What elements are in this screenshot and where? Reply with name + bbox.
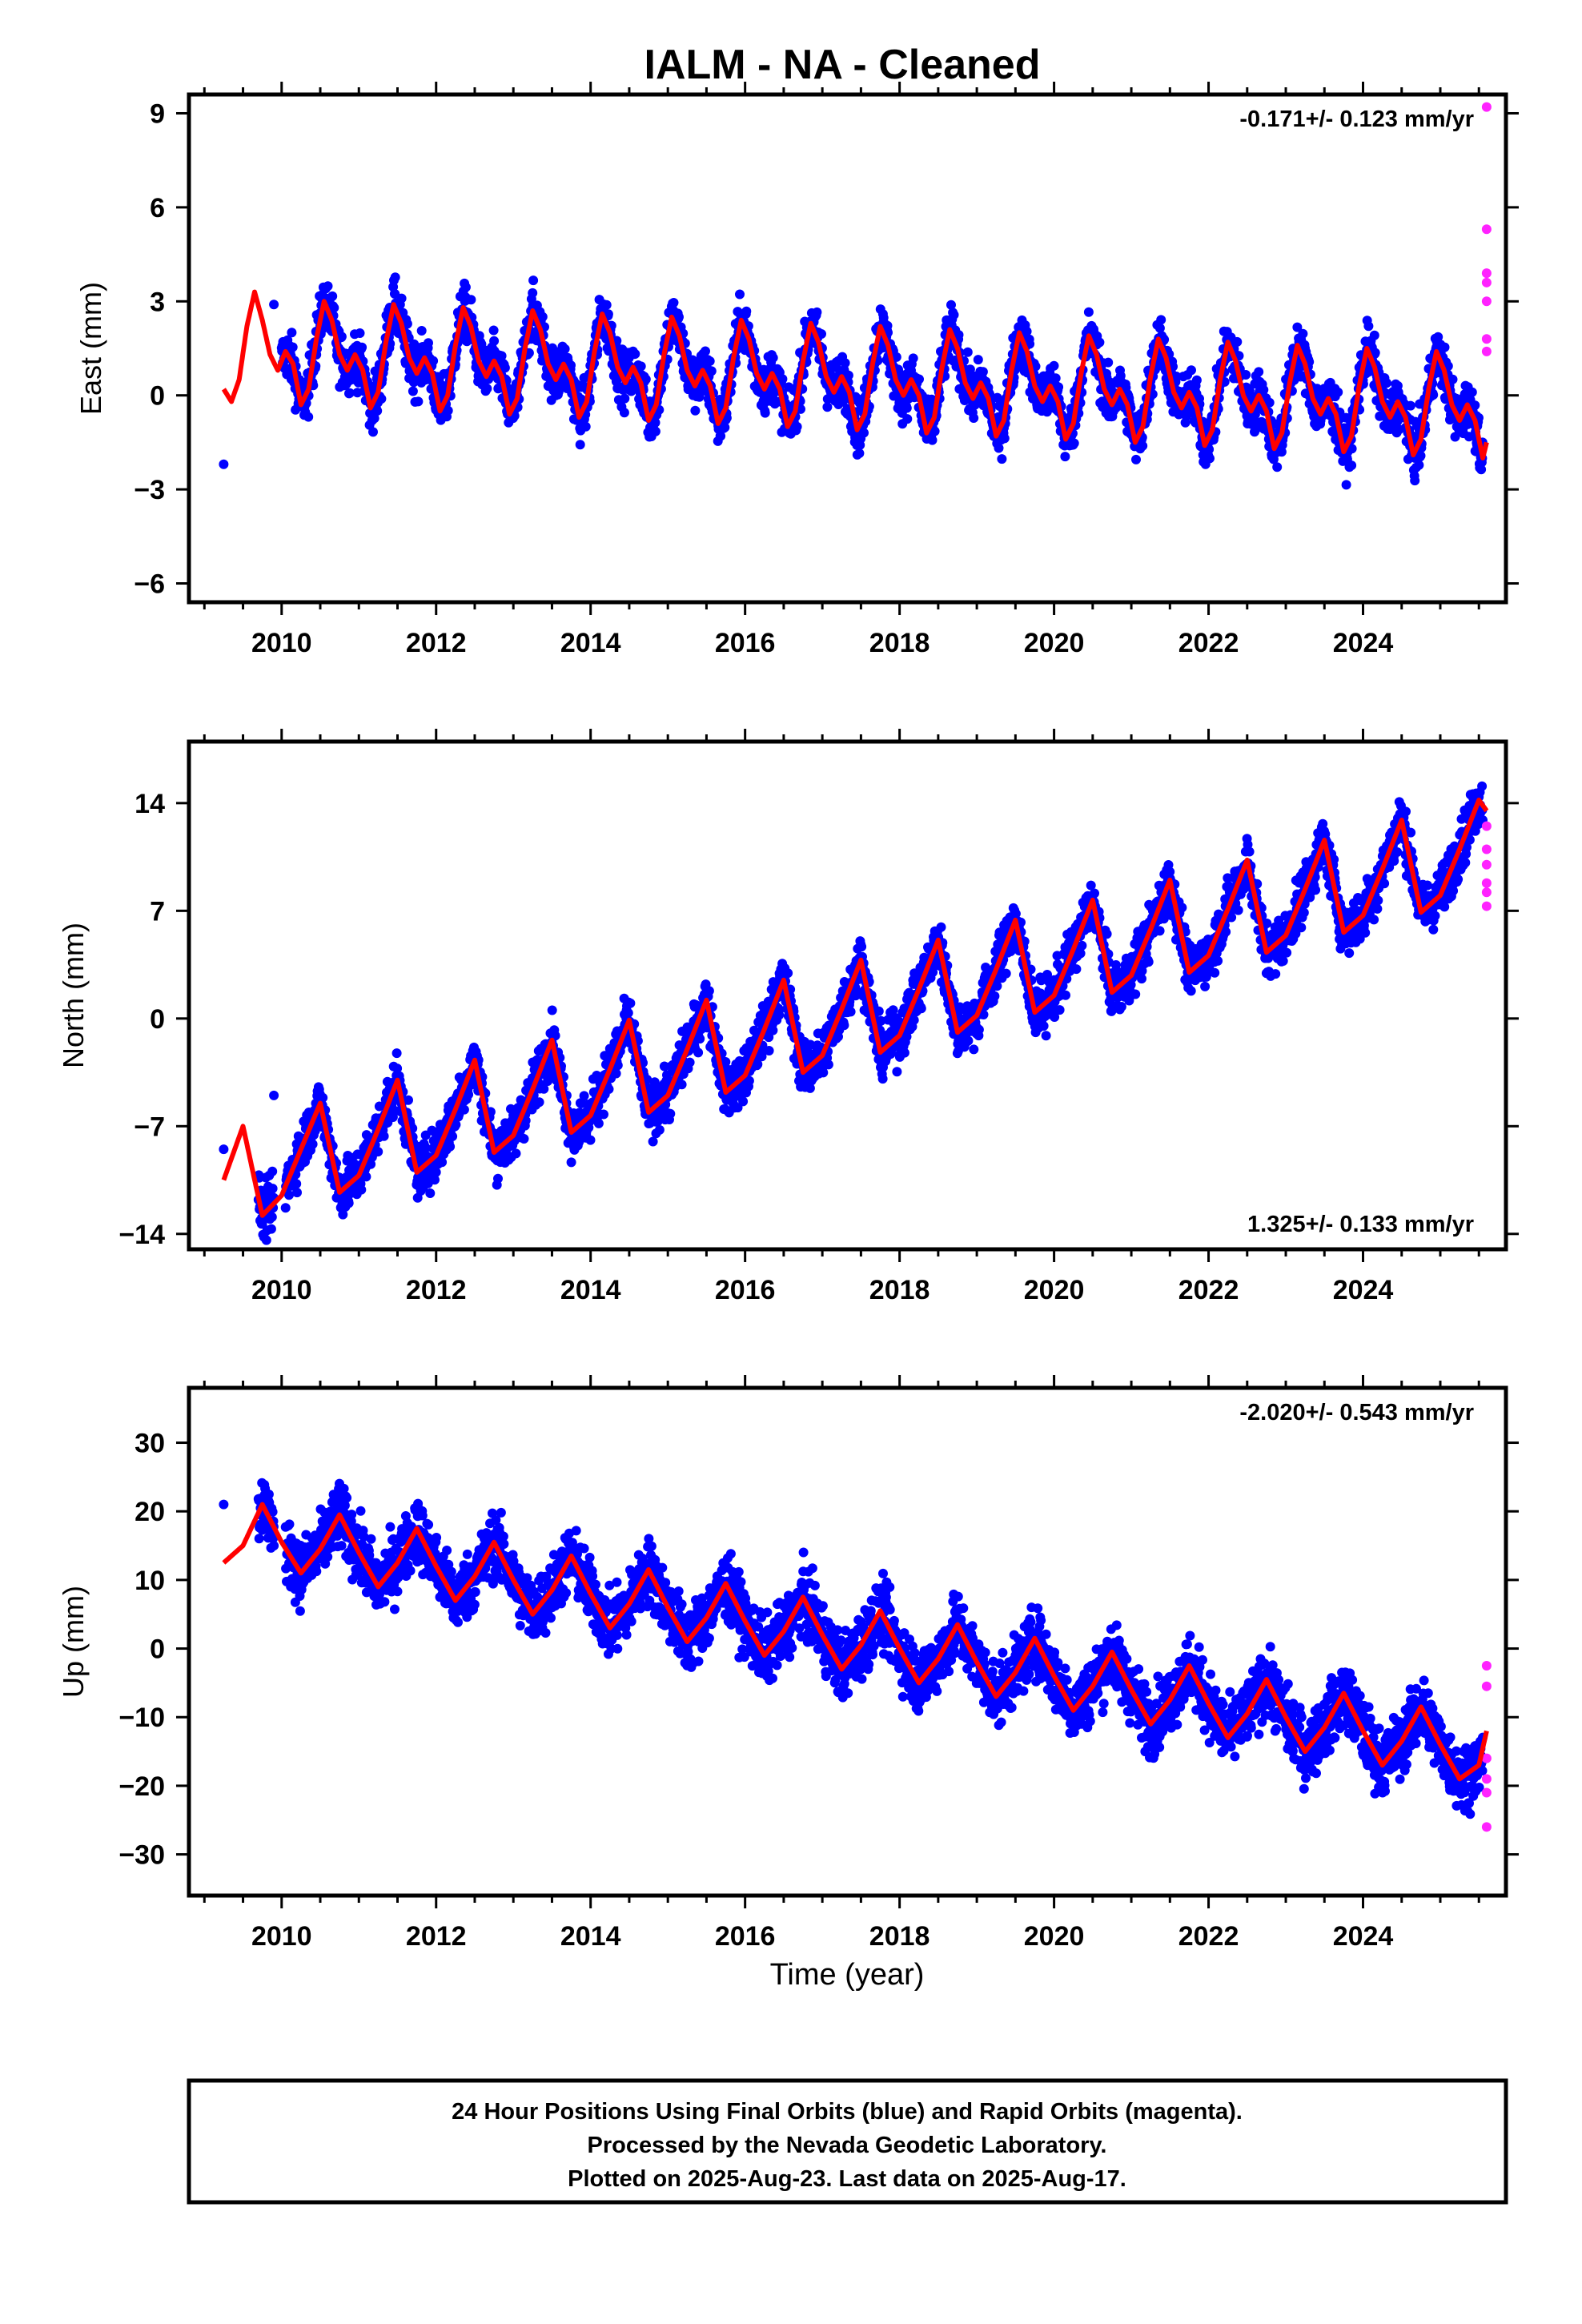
north-panel: 2010 2012 2014 2016 2018 2020 2022 2024 −14 −7 0 7 1… <box>57 729 1519 1305</box>
east-y-tick-label: 0 <box>150 381 165 412</box>
north-x-tick-label: 2014 <box>560 1275 621 1305</box>
east-y-tick-label: 6 <box>150 193 165 223</box>
north-y-tick-label: −7 <box>134 1112 165 1142</box>
up-x-tick-label: 2024 <box>1333 1921 1394 1952</box>
east-rapid-point <box>1481 102 1492 112</box>
footer-line-3: Plotted on 2025-Aug-23. Last data on 202… <box>568 2166 1126 2192</box>
footer-box: 24 Hour Positions Using Final Orbits (bl… <box>187 2078 1508 2205</box>
up-y-tick-label: −30 <box>118 1840 165 1871</box>
north-rapid-point <box>1481 901 1492 911</box>
footer-frame <box>187 2078 1508 2205</box>
east-y-axis-label: East (mm) <box>74 282 107 415</box>
east-x-tick-label: 2024 <box>1333 628 1394 658</box>
north-final-orbit-points <box>219 781 1488 1245</box>
east-x-tick-label: 2018 <box>869 628 930 658</box>
east-x-tick-label: 2012 <box>406 628 467 658</box>
north-rapid-point <box>1481 878 1492 888</box>
east-y-tick-label: 3 <box>150 287 165 317</box>
east-x-tick-label: 2014 <box>560 628 621 658</box>
x-axis-label: Time (year) <box>770 1958 925 1992</box>
east-x-tick-label: 2010 <box>251 628 312 658</box>
up-frame <box>187 1385 1508 1898</box>
north-rapid-point <box>1481 859 1492 870</box>
figure-title: IALM - NA - Cleaned <box>644 42 1041 88</box>
up-rate-label: -2.020+/- 0.543 mm/yr <box>1239 1400 1474 1425</box>
east-rapid-point <box>1481 268 1492 279</box>
east-rapid-point <box>1481 224 1492 235</box>
up-y-tick-label: 10 <box>135 1566 165 1596</box>
north-y-tick-label: −14 <box>118 1220 165 1250</box>
up-x-tick-label: 2010 <box>251 1921 312 1952</box>
east-rapid-point <box>1481 296 1492 307</box>
east-final-orbit-points <box>219 272 1488 490</box>
north-x-tick-label: 2020 <box>1024 1275 1085 1305</box>
east-rate-label: -0.171+/- 0.123 mm/yr <box>1239 107 1474 132</box>
east-x-tick-label: 2020 <box>1024 628 1085 658</box>
east-rapid-point <box>1481 346 1492 356</box>
footer-line-1: 24 Hour Positions Using Final Orbits (bl… <box>452 2099 1243 2125</box>
east-panel: 2010 2012 2014 2016 2018 2020 2022 2024 −6 −3 0 3 6 9… <box>74 82 1519 658</box>
up-x-tick-label: 2022 <box>1178 1921 1239 1952</box>
up-y-tick-label: 30 <box>135 1429 165 1459</box>
north-x-tick-label: 2010 <box>251 1275 312 1305</box>
up-y-tick-label: 20 <box>135 1497 165 1527</box>
east-frame <box>187 92 1508 605</box>
north-model-curve <box>221 798 1489 1218</box>
up-y-tick-label: 0 <box>150 1634 165 1665</box>
north-x-tick-label: 2024 <box>1333 1275 1394 1305</box>
up-rapid-point <box>1481 1774 1492 1784</box>
up-x-tick-label: 2012 <box>406 1921 467 1952</box>
north-rapid-point <box>1481 887 1492 898</box>
north-x-tick-label: 2018 <box>869 1275 930 1305</box>
up-rapid-point <box>1481 1681 1492 1691</box>
up-x-tick-label: 2020 <box>1024 1921 1085 1952</box>
north-x-tick-label: 2016 <box>715 1275 776 1305</box>
footer-line-2: Processed by the Nevada Geodetic Laborat… <box>588 2133 1107 2158</box>
east-final-points-path <box>219 272 1488 490</box>
east-x-tick-label: 2016 <box>715 628 776 658</box>
north-rate-label: 1.325+/- 0.133 mm/yr <box>1247 1212 1474 1237</box>
up-y-tick-label: −10 <box>118 1703 165 1733</box>
north-x-tick-label: 2022 <box>1178 1275 1239 1305</box>
north-y-tick-label: 14 <box>135 789 165 819</box>
north-rapid-point <box>1481 821 1492 831</box>
east-y-tick-label: −6 <box>134 569 165 600</box>
up-x-tick-label: 2018 <box>869 1921 930 1952</box>
up-final-orbit-points <box>219 1478 1488 1819</box>
east-model-curve <box>221 289 1489 460</box>
north-y-tick-label: 0 <box>150 1004 165 1035</box>
east-x-tick-label: 2022 <box>1178 628 1239 658</box>
up-x-tick-label: 2014 <box>560 1921 621 1952</box>
east-rapid-point <box>1481 277 1492 287</box>
east-rapid-point <box>1481 334 1492 344</box>
up-final-points-path <box>219 1478 1488 1819</box>
up-y-tick-label: −20 <box>118 1771 165 1802</box>
north-y-tick-label: 7 <box>150 896 165 927</box>
up-x-tick-label: 2016 <box>715 1921 776 1952</box>
north-x-tick-label: 2012 <box>406 1275 467 1305</box>
up-rapid-point <box>1481 1822 1492 1832</box>
up-rapid-point <box>1481 1787 1492 1798</box>
up-model-curve <box>222 1502 1489 1782</box>
east-y-tick-label: 9 <box>150 99 165 129</box>
east-y-tick-label: −3 <box>134 475 165 505</box>
north-rapid-point <box>1481 844 1492 854</box>
up-panel: 2010 2012 2014 2016 2018 2020 2022 2024−30−20−1… <box>57 1375 1519 1952</box>
up-y-axis-label: Up (mm) <box>57 1586 90 1698</box>
north-final-points-path <box>219 781 1488 1245</box>
north-y-axis-label: North (mm) <box>57 923 90 1068</box>
up-rapid-point <box>1481 1753 1492 1763</box>
north-frame <box>187 739 1508 1252</box>
up-rapid-point <box>1481 1660 1492 1671</box>
